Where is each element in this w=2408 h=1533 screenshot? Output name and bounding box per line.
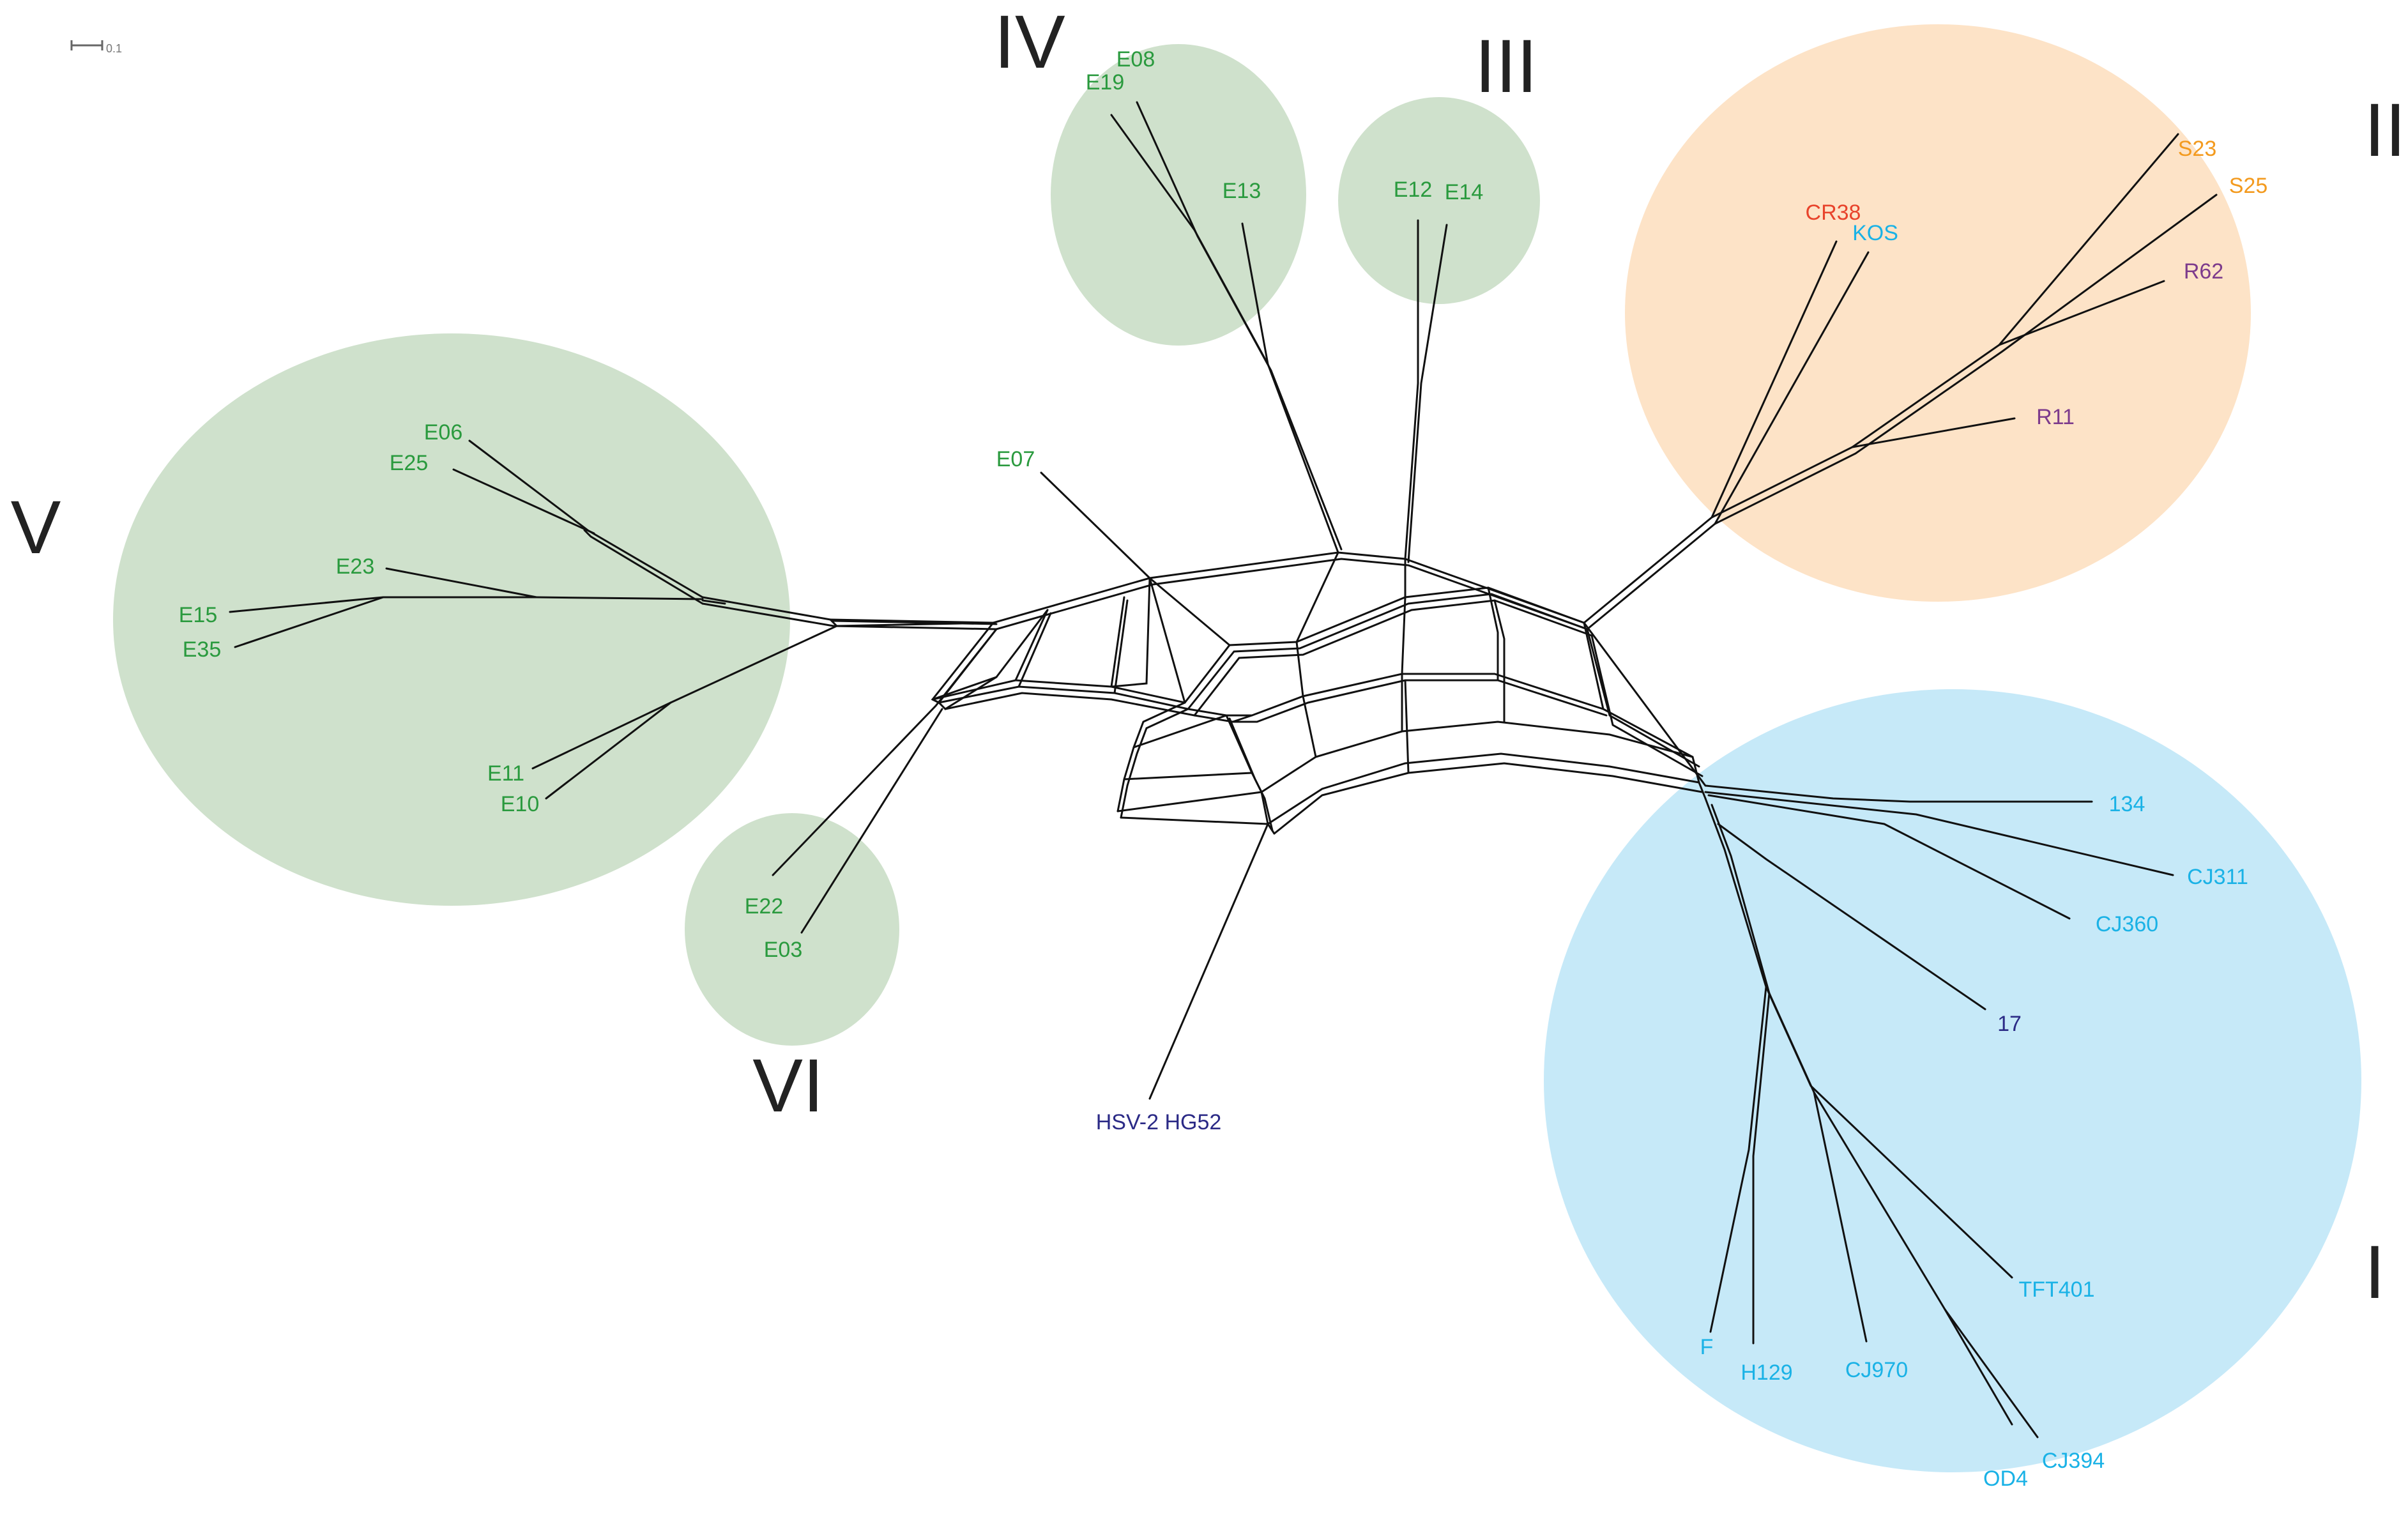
taxon-label-kos: KOS [1852,221,1898,245]
taxon-label-e03: E03 [764,938,803,962]
clade-region-ii [1625,24,2251,602]
taxon-label-e23: E23 [336,554,375,579]
taxon-label-r62: R62 [2184,259,2223,284]
taxon-label-e25: E25 [390,451,429,475]
clade-labels: I II III IV V VI [11,0,2406,1315]
taxon-label-e15: E15 [179,603,218,627]
taxon-label-e11: E11 [487,761,524,786]
taxon-label-s25: S25 [2229,174,2268,198]
taxon-label-cj311: CJ311 [2187,865,2248,889]
taxon-label-cr38: CR38 [1806,201,1861,225]
taxon-label-e08: E08 [1116,47,1155,72]
taxon-label-e06: E06 [424,420,463,445]
taxon-label-e07: E07 [996,447,1035,471]
taxon-label-e22: E22 [745,894,784,919]
clade-region-v [113,333,790,906]
clade-region-i [1544,689,2361,1472]
taxon-label-cj970: CJ970 [1845,1358,1908,1382]
taxon-label-h129: H129 [1741,1361,1792,1385]
taxon-label-e19: E19 [1086,70,1125,95]
taxon-label-e13: E13 [1223,179,1261,203]
clade-label-i: I [2365,1230,2386,1315]
clade-label-v: V [11,485,61,570]
taxon-label-cj394: CJ394 [2042,1449,2105,1473]
taxon-label-17: 17 [1997,1012,2022,1036]
taxon-label-f: F [1700,1335,1714,1359]
scale-bar-label: 0.1 [106,42,122,55]
taxon-label-cj360: CJ360 [2096,912,2158,936]
taxon-label-e12: E12 [1394,178,1433,202]
clade-region-vi [685,813,899,1046]
taxon-label-s23: S23 [2178,137,2217,161]
taxon-label-134: 134 [2109,792,2145,816]
taxon-label-od4: OD4 [1983,1467,2028,1491]
taxon-label-tft401: TFT401 [2018,1278,2094,1302]
clade-label-iii: III [1475,24,1537,109]
clade-label-vi: VI [752,1044,824,1128]
clade-label-ii: II [2364,88,2406,172]
taxon-label-e10: E10 [501,792,540,816]
taxon-label-e35: E35 [183,637,222,662]
clade-regions [113,24,2361,1472]
scale-bar: 0.1 [70,40,122,55]
taxon-label-hsv-2-hg52: HSV-2 HG52 [1096,1110,1222,1134]
clade-label-iv: IV [994,0,1065,84]
network-edges [229,101,2218,1438]
taxon-label-r11: R11 [2036,405,2075,429]
clade-region-iii [1338,97,1540,304]
taxon-label-e14: E14 [1445,180,1484,204]
